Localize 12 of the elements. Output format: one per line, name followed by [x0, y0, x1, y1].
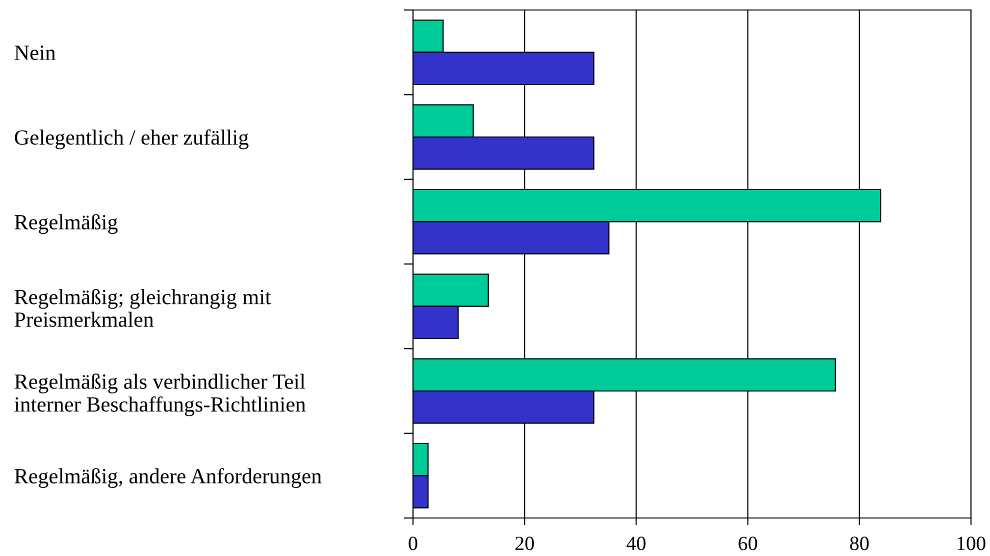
y-tick-label: Regelmäßig; gleichrangig mit Preismerkmalen [14, 288, 271, 327]
x-tick-label: 40 [626, 536, 646, 550]
x-tick-label: 20 [515, 536, 534, 550]
y-tick-label: Regelmäßig [14, 214, 118, 234]
y-tick-label: Gelegentlich / eher zufällig [14, 129, 248, 150]
x-tick-label: 80 [850, 536, 869, 550]
x-tick-label: 60 [738, 536, 758, 550]
x-tick-label: 100 [958, 536, 986, 550]
x-tick-label: 0 [408, 536, 418, 550]
y-tick-label: Regelmäßig als verbindlicher Teil interner Beschaffungs-Richtlinien [14, 374, 306, 416]
y-tick-label: Nein [14, 46, 56, 60]
y-tick-label: Regelmäßig, andere Anforderungen [14, 468, 322, 488]
